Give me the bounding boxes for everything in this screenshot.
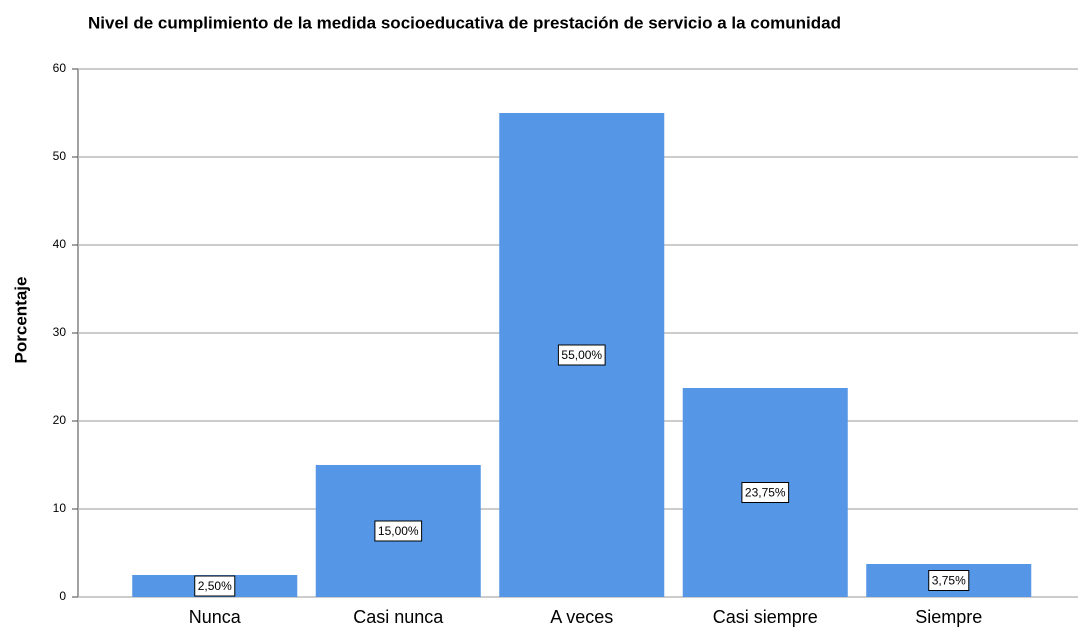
y-tick-label: 60 (53, 61, 67, 75)
chart-title: Nivel de cumplimiento de la medida socio… (88, 13, 841, 32)
value-label: 3,75% (932, 574, 966, 588)
x-tick-label: Casi siempre (713, 607, 818, 627)
x-tick-label: Siempre (915, 607, 982, 627)
y-tick-label: 40 (53, 237, 67, 251)
x-tick-label: A veces (550, 607, 613, 627)
x-tick-label: Casi nunca (353, 607, 444, 627)
value-label: 15,00% (378, 524, 419, 538)
value-label: 23,75% (745, 486, 786, 500)
y-axis-label: Porcentaje (11, 277, 30, 364)
value-label-box (928, 570, 970, 591)
value-label-box (557, 344, 606, 366)
value-label-box (194, 575, 236, 597)
value-label-box (374, 520, 423, 542)
x-tick-label: Nunca (189, 607, 242, 627)
value-label-box (741, 482, 790, 503)
y-tick-label: 10 (53, 501, 67, 515)
y-tick-label: 20 (53, 413, 67, 427)
y-tick-label: 30 (53, 325, 67, 339)
value-label: 55,00% (561, 348, 602, 362)
value-label: 2,50% (198, 579, 232, 593)
y-tick-label: 0 (59, 589, 66, 603)
y-tick-label: 50 (53, 149, 67, 163)
